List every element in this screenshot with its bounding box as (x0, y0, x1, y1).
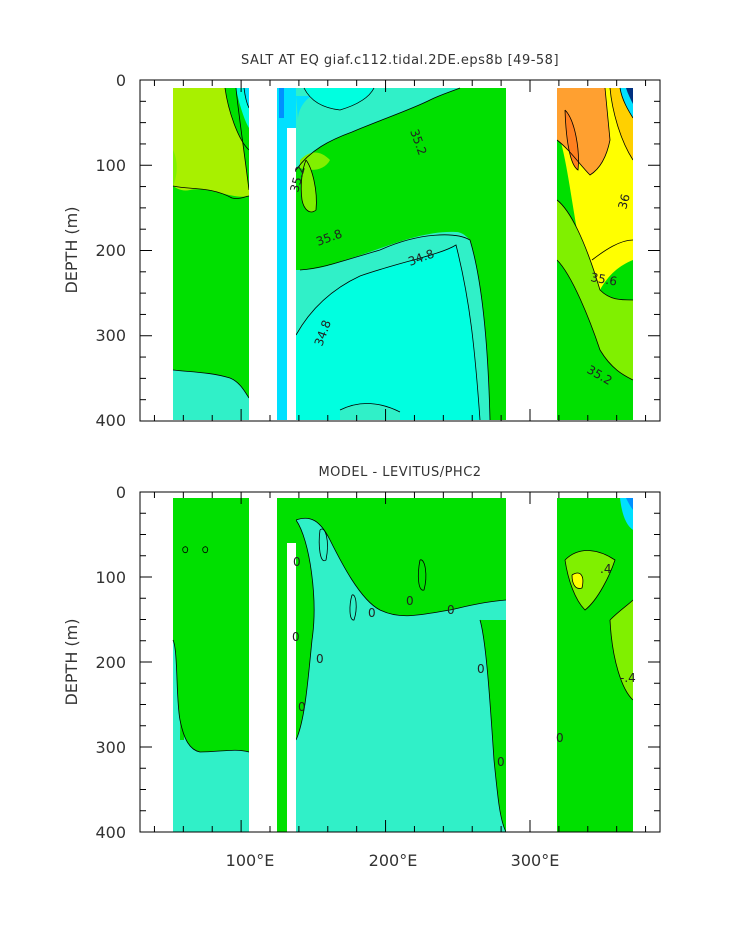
top-strip (277, 88, 287, 420)
bottom-contour-label-10: 0 (556, 731, 564, 745)
bottom-panel-title: MODEL - LEVITUS/PHC2 (318, 465, 481, 480)
bottom-panel: MODEL - LEVITUS/PHC2 (62, 465, 661, 870)
bottom-pacific-green (296, 498, 506, 616)
bottom-y-tick-label-400: 400 (95, 823, 126, 842)
top-pacific-cyan-cap (304, 88, 374, 110)
bottom-y-tick-label-300: 300 (95, 738, 126, 757)
x-tick-label-300: 300°E (511, 851, 560, 870)
bottom-contour-label-12: -.4 (620, 671, 636, 685)
bottom-contour-label-4: 0 (298, 700, 306, 714)
bottom-indian-deep (173, 640, 249, 832)
top-y-tick-label-300: 300 (95, 326, 126, 345)
x-tick-label-100: 100°E (226, 851, 275, 870)
top-y-axis-label: DEPTH (m) (62, 206, 81, 293)
bottom-contour-field (172, 498, 634, 832)
bottom-contour-label-1: 0 (293, 555, 301, 569)
top-pacific-core (301, 160, 317, 212)
bottom-contour-label-7: 0 (447, 603, 455, 617)
bottom-axis-ticks (140, 491, 660, 833)
top-pacific-green (296, 88, 506, 420)
top-atlantic-orange (557, 88, 610, 175)
top-indian-patch (173, 150, 177, 186)
bottom-y-tick-label-100: 100 (95, 568, 126, 587)
top-atlantic-east-navy (626, 88, 633, 104)
top-y-tick-label-100: 100 (95, 156, 126, 175)
top-pacific-sky (296, 96, 312, 120)
top-indian-deep (173, 370, 249, 420)
top-panel: SALT AT EQ giaf.c112.tidal.2DE.eps8b [49… (62, 53, 661, 430)
top-y-tick-label-0: 0 (116, 71, 126, 90)
bottom-contour-label-11: .4 (600, 562, 611, 576)
top-indian-upper (173, 88, 249, 197)
top-y-tick-label-200: 200 (95, 241, 126, 260)
top-contour-label-2: 35.2 (287, 164, 307, 193)
bottom-y-axis-label: DEPTH (m) (62, 618, 81, 705)
bottom-contour-label-5: 0 (368, 606, 376, 620)
top-contour-label-7: 35.6 (589, 270, 618, 288)
bottom-y-tick-label-200: 200 (95, 653, 126, 672)
top-strip-blue (279, 88, 284, 118)
bottom-atlantic-yellow (572, 573, 583, 589)
top-contour-label-6: 36 (615, 192, 632, 210)
top-atlantic-green-deep (557, 260, 633, 420)
bottom-y-tick-label-0: 0 (116, 483, 126, 502)
top-contour-field (172, 87, 634, 421)
x-tick-label-200: 200°E (369, 851, 418, 870)
bottom-contour-label-8: 0 (477, 662, 485, 676)
top-pacific-deep (340, 403, 400, 420)
top-atlantic-dark-orange (565, 110, 579, 170)
top-axis-ticks (140, 79, 660, 422)
top-y-tick-label-400: 400 (95, 411, 126, 430)
bottom-atlantic-lime (565, 550, 615, 610)
bottom-contour-label-2: 0 (292, 630, 300, 644)
bottom-contour-label-6: 0 (406, 594, 414, 608)
bottom-contour-label-3: 0 (316, 652, 324, 666)
top-indian-east-sky (244, 88, 249, 108)
bottom-contour-label-9: 0 (497, 755, 505, 769)
top-panel-title: SALT AT EQ giaf.c112.tidal.2DE.eps8b [49… (241, 53, 559, 68)
